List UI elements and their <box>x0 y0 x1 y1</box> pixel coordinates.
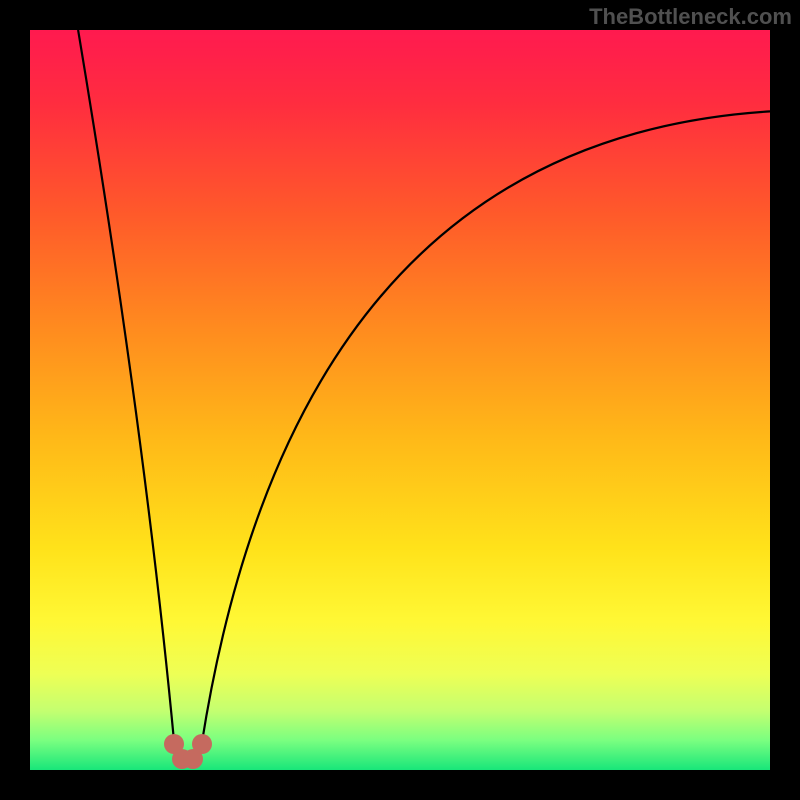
bottleneck-curve <box>30 30 770 770</box>
plot-area <box>30 30 770 770</box>
watermark-text: TheBottleneck.com <box>589 4 792 30</box>
outer-frame: TheBottleneck.com <box>0 0 800 800</box>
minimum-marker <box>192 734 212 754</box>
curve-path <box>78 30 770 759</box>
